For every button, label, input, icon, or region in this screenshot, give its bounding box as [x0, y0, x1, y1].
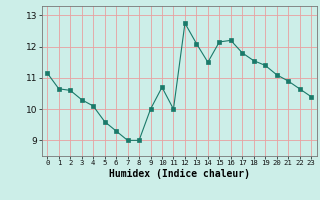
X-axis label: Humidex (Indice chaleur): Humidex (Indice chaleur)	[109, 169, 250, 179]
